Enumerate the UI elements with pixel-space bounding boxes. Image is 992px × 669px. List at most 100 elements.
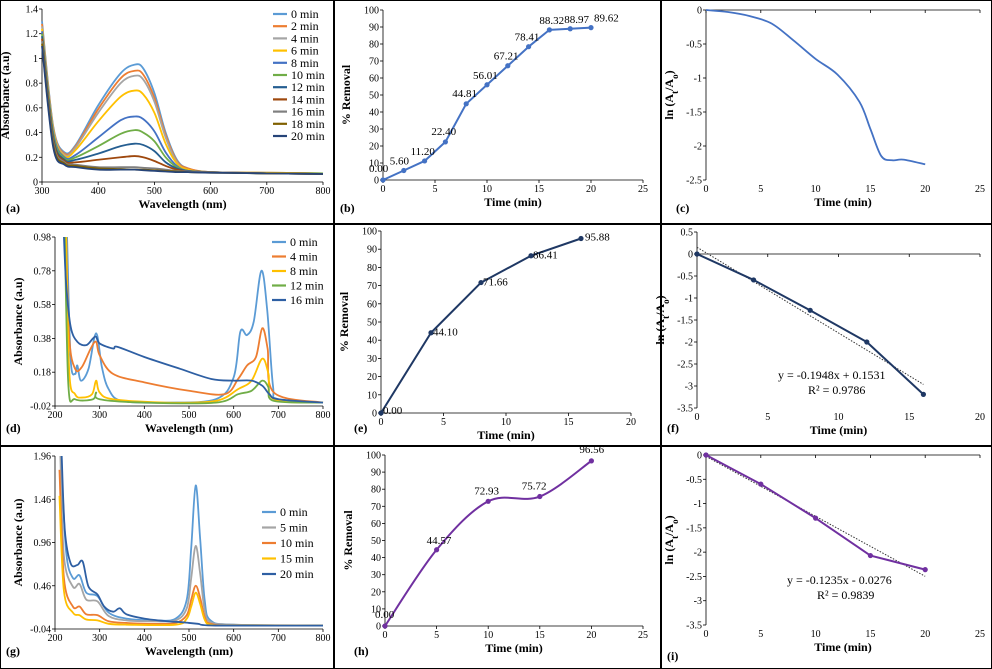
legend-entry: 10 min [291,68,325,82]
legend-entry: 16 min [290,293,324,307]
y-tick-label: 80 [369,40,379,51]
data-point [694,251,700,257]
y-tick-label: 60 [371,519,381,530]
y-tick-label: 100 [364,6,379,17]
y-tick-label: 90 [369,23,379,34]
legend-entry: 0 min [280,505,308,519]
panel-label: (a) [6,201,20,215]
y-tick-label: 50 [371,536,381,547]
x-tick-label: 800 [316,633,331,644]
y-tick-label: -3 [685,382,693,393]
data-point [807,307,813,313]
y-tick-label: 0 [376,622,381,633]
x-tick-label: 800 [316,410,331,421]
y-tick-label: 20 [369,142,379,153]
y-tick-label: 30 [371,570,381,581]
x-tick-label: 600 [226,633,241,644]
y-tick-label: -0.04 [30,625,51,636]
series-line-ln [705,9,926,166]
data-label: 22.40 [431,126,456,138]
y-tick-label: 50 [369,91,379,102]
r-squared: R² = 0.9786 [808,383,865,397]
x-tick-label: 400 [137,410,152,421]
x-tick-label: 15 [865,184,875,195]
series-line-8-min [41,31,324,175]
r-squared: R² = 0.9839 [817,588,874,602]
y-tick-label: 40 [369,108,379,119]
data-point [867,552,874,559]
data-label: 11.20 [411,146,436,158]
series-line-20-min [41,45,324,175]
x-tick-label: 800 [316,186,331,197]
x-tick-label: 20 [920,184,930,195]
data-point [505,63,511,69]
y-axis-title: ln (At/Ao) [653,295,671,344]
panel-frame [334,0,661,224]
x-tick-label: 200 [48,410,63,421]
x-tick-label: 500 [182,410,197,421]
x-tick-label: 5 [433,184,438,195]
y-tick-label: -1 [685,294,693,305]
series-line-12-min [63,236,324,405]
y-tick-label: -0.5 [686,475,702,486]
x-tick-label: 300 [92,633,107,644]
data-label: 44.10 [433,327,458,339]
y-axis-title: % Removal [341,510,355,571]
x-axis-title: Time (min) [810,423,867,437]
legend-entry: 12 min [290,279,324,293]
y-tick-label: -1 [694,74,702,85]
panel-frame [661,446,992,669]
chart-panel-f: 0 5 10 15 20 -3.5 -3 -2.5 -2 -1.5 -1 -0.5 0 0.5 Time (… [653,228,985,438]
y-tick-label: 0.4 [26,128,39,139]
data-point [751,277,757,283]
data-label: 72.93 [474,485,499,497]
data-point [401,167,407,174]
data-label: 86.41 [533,250,558,262]
y-tick-label: -2 [694,142,702,153]
data-label: 89.62 [594,13,619,25]
x-tick-label: 20 [626,417,636,428]
y-tick-label: 0 [697,451,702,462]
legend-entry: 20 min [291,129,325,143]
x-tick-label: 5 [765,412,770,423]
y-tick-label: 60 [367,299,377,310]
y-tick-label: 0.96 [34,538,52,549]
series-line-4-min [65,236,324,404]
data-point [484,82,490,88]
chart-panel-h: 0 5 10 15 20 25 0 10 20 30 40 50 60 70 80 90 100 Time (mi… [341,444,648,658]
panel-label: (b) [340,201,355,215]
y-tick-label: 0.38 [34,334,52,345]
series-line-8-min [65,236,324,404]
y-tick-label: -1.5 [677,316,693,327]
y-tick-label: -0.5 [677,272,693,283]
legend-entry: 16 min [291,105,325,119]
legend-entry: 0 min [290,235,318,249]
y-tick-label: 20 [371,587,381,598]
data-point [922,567,928,573]
y-tick-label: 0.18 [34,368,52,379]
legend-entry: 4 min [291,31,319,45]
data-point [588,458,595,464]
y-axis-title: Absorbance (a.u) [0,51,12,139]
x-tick-label: 15 [535,630,545,641]
y-tick-label: 1.4 [26,5,39,16]
data-point [485,498,491,504]
x-axis-title: Wavelength (nm) [138,197,226,211]
panel-frame [0,224,334,446]
panel-label: (e) [354,421,367,435]
data-label: 44.57 [427,535,452,547]
trendline-equation: y = -0.1235x - 0.0276 [787,573,892,587]
x-axis-title: Time (min) [814,195,871,209]
chart-panel-i: 0 5 10 15 20 25 -3.5 -3 -2.5 -2 -1.5 -1 -0.5 0 Time (m… [662,451,985,664]
y-tick-label: 0 [697,6,702,17]
x-tick-label: 15 [865,629,875,640]
x-tick-label: 0 [381,184,386,195]
x-tick-label: 200 [48,633,63,644]
x-tick-label: 0 [379,417,384,428]
series-line-0-min [66,236,324,404]
y-axis-title: % Removal [339,64,353,125]
data-label: 67.21 [494,51,519,63]
data-point [703,452,709,458]
x-tick-label: 25 [638,184,648,195]
data-point [428,330,434,336]
